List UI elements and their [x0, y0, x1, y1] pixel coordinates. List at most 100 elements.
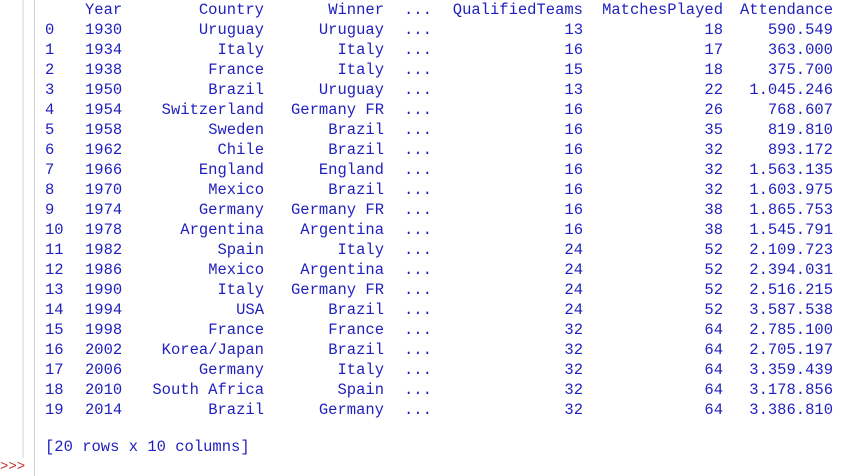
cell-attendance: 3.359.439 — [749, 361, 833, 379]
cell-year: 1962 — [85, 141, 123, 159]
header-country: Country — [198, 1, 264, 19]
cell-winner: Brazil — [328, 141, 384, 159]
cell-winner: Brazil — [328, 121, 384, 139]
cell-winner: Brazil — [328, 181, 384, 199]
cell-matches-played: 52 — [704, 281, 723, 299]
header-attendance: Attendance — [739, 1, 833, 19]
dataframe-shape-summary: [20 rows x 10 columns] — [45, 438, 250, 456]
console-output[interactable]: Year Country Winner ... QualifiedTeams M… — [36, 0, 863, 476]
cell-matches-played: 32 — [704, 161, 723, 179]
header-year: Year — [85, 1, 123, 19]
gutter-fold-bar — [22, 0, 24, 458]
cell-winner: Uruguay — [318, 21, 384, 39]
row-index: 15 — [45, 321, 64, 339]
table-row: 14 1994 USA Brazil... 24 52 3.587.538 — [36, 300, 863, 320]
row-index: 18 — [45, 381, 64, 399]
cell-ellipsis: ... — [404, 381, 432, 399]
cell-qualified-teams: 16 — [564, 121, 583, 139]
cell-winner: Italy — [337, 61, 384, 79]
table-row: 16 2002 Korea/Japan Brazil... 32 64 2.705.197 — [36, 340, 863, 360]
cell-country: Argentina — [180, 221, 264, 239]
table-row: 15 1998 France France... 32 64 2.785.100 — [36, 320, 863, 340]
row-index: 13 — [45, 281, 64, 299]
cell-year: 1938 — [85, 61, 123, 79]
cell-year: 2010 — [85, 381, 123, 399]
cell-ellipsis: ... — [404, 161, 432, 179]
cell-year: 2014 — [85, 401, 123, 419]
cell-attendance: 1.545.791 — [749, 221, 833, 239]
cell-winner: Brazil — [328, 301, 384, 319]
cell-qualified-teams: 13 — [564, 21, 583, 39]
cell-ellipsis: ... — [404, 361, 432, 379]
cell-ellipsis: ... — [404, 321, 432, 339]
cell-country: Spain — [217, 241, 264, 259]
cell-country: South Africa — [152, 381, 264, 399]
cell-year: 1986 — [85, 261, 123, 279]
cell-matches-played: 64 — [704, 401, 723, 419]
cell-year: 1970 — [85, 181, 123, 199]
cell-country: USA — [236, 301, 264, 319]
cell-qualified-teams: 16 — [564, 41, 583, 59]
table-row: 18 2010 South Africa Spain... 32 64 3.178.856 — [36, 380, 863, 400]
cell-ellipsis: ... — [404, 141, 432, 159]
cell-ellipsis: ... — [404, 241, 432, 259]
header-ellipsis: ... — [404, 1, 432, 19]
console-prompt[interactable]: >>> — [0, 459, 26, 475]
cell-attendance: 3.386.810 — [749, 401, 833, 419]
cell-country: England — [198, 161, 264, 179]
table-row: 1 1934 Italy Italy... 16 17 363.000 — [36, 40, 863, 60]
cell-attendance: 2.785.100 — [749, 321, 833, 339]
cell-year: 1966 — [85, 161, 123, 179]
cell-qualified-teams: 24 — [564, 301, 583, 319]
row-index: 12 — [45, 261, 64, 279]
cell-country: Germany — [198, 361, 264, 379]
row-index: 8 — [45, 181, 55, 199]
table-row: 10 1978 Argentina Argentina... 16 38 1.545.791 — [36, 220, 863, 240]
cell-year: 2002 — [85, 341, 123, 359]
row-index: 6 — [45, 141, 55, 159]
cell-matches-played: 32 — [704, 141, 723, 159]
cell-winner: Argentina — [300, 221, 384, 239]
row-index: 16 — [45, 341, 64, 359]
cell-ellipsis: ... — [404, 101, 432, 119]
row-index: 0 — [45, 21, 55, 39]
cell-matches-played: 22 — [704, 81, 723, 99]
cell-year: 1982 — [85, 241, 123, 259]
cell-matches-played: 64 — [704, 321, 723, 339]
cell-qualified-teams: 24 — [564, 281, 583, 299]
cell-matches-played: 38 — [704, 221, 723, 239]
cell-year: 1978 — [85, 221, 123, 239]
cell-attendance: 590.549 — [767, 21, 833, 39]
table-row: 6 1962 Chile Brazil... 16 32 893.172 — [36, 140, 863, 160]
cell-country: Italy — [217, 281, 264, 299]
row-index: 7 — [45, 161, 55, 179]
cell-attendance: 2.109.723 — [749, 241, 833, 259]
cell-ellipsis: ... — [404, 21, 432, 39]
table-row: 9 1974 Germany Germany FR... 16 38 1.865.753 — [36, 200, 863, 220]
cell-matches-played: 18 — [704, 61, 723, 79]
cell-year: 1950 — [85, 81, 123, 99]
cell-ellipsis: ... — [404, 41, 432, 59]
cell-country: Chile — [217, 141, 264, 159]
table-row: 7 1966 England England... 16 32 1.563.135 — [36, 160, 863, 180]
cell-country: Brazil — [208, 401, 264, 419]
cell-attendance: 3.587.538 — [749, 301, 833, 319]
cell-matches-played: 52 — [704, 241, 723, 259]
cell-attendance: 768.607 — [767, 101, 833, 119]
cell-matches-played: 52 — [704, 261, 723, 279]
row-index: 19 — [45, 401, 64, 419]
cell-country: France — [208, 61, 264, 79]
cell-matches-played: 35 — [704, 121, 723, 139]
row-index: 2 — [45, 61, 55, 79]
table-row: 5 1958 Sweden Brazil... 16 35 819.810 — [36, 120, 863, 140]
row-index: 3 — [45, 81, 55, 99]
row-index: 9 — [45, 201, 55, 219]
cell-winner: Spain — [337, 381, 384, 399]
cell-qualified-teams: 16 — [564, 181, 583, 199]
cell-matches-played: 64 — [704, 341, 723, 359]
cell-ellipsis: ... — [404, 121, 432, 139]
cell-year: 1974 — [85, 201, 123, 219]
cell-winner: Germany FR — [290, 281, 384, 299]
cell-ellipsis: ... — [404, 401, 432, 419]
row-index: 10 — [45, 221, 64, 239]
